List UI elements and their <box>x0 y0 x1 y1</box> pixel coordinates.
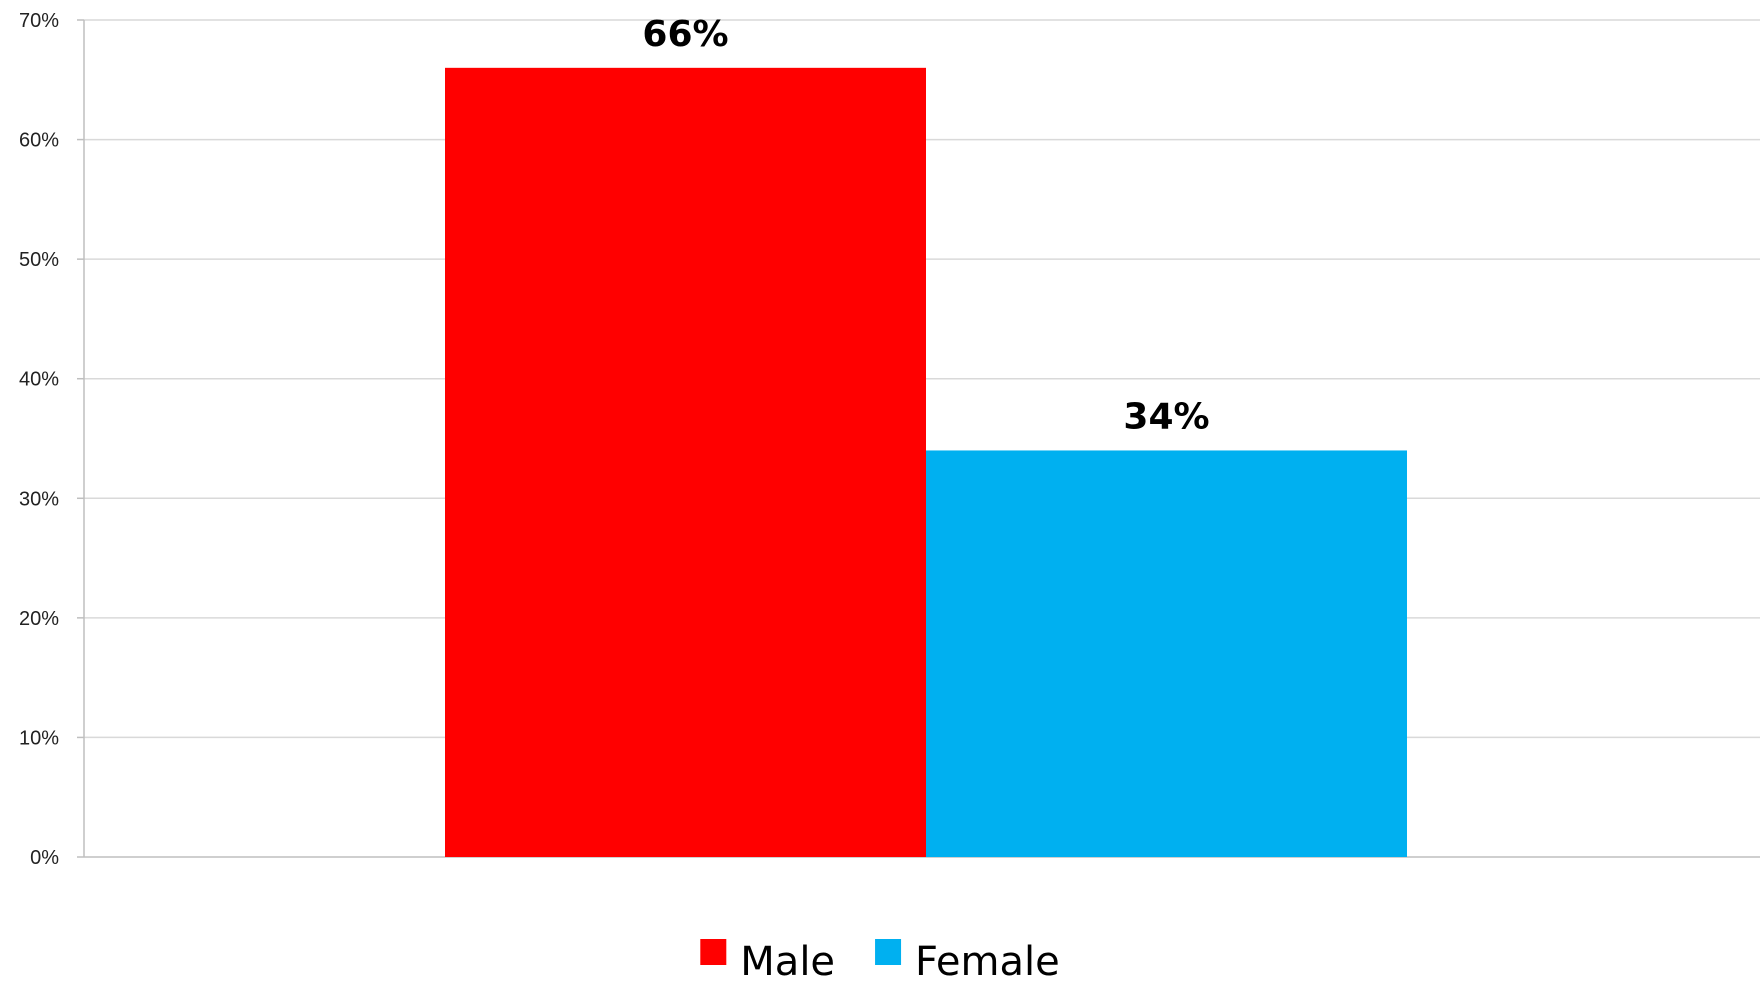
y-tick-label: 60% <box>19 130 59 152</box>
legend: Male Female <box>700 939 1060 985</box>
legend-label-female: Female <box>915 939 1060 985</box>
y-tick-label: 20% <box>19 608 59 630</box>
y-tick-label: 10% <box>19 727 59 749</box>
data-label-female: 34% <box>1123 396 1209 437</box>
y-tick-label: 50% <box>19 249 59 271</box>
y-tick-label: 0% <box>30 847 59 869</box>
bars <box>445 67 1407 858</box>
y-tick-label: 30% <box>19 488 59 510</box>
bar-female <box>926 450 1407 857</box>
y-axis-ticks: 0% 10% 20% 30% 40% 50% 60% 70% <box>19 10 84 869</box>
y-tick-label: 70% <box>19 10 59 32</box>
legend-swatch-female <box>875 939 902 965</box>
data-labels: 66% 34% <box>642 14 1209 438</box>
data-label-male: 66% <box>642 14 728 55</box>
y-tick-label: 40% <box>19 369 59 391</box>
legend-swatch-male <box>700 939 727 965</box>
legend-label-male: Male <box>740 939 835 985</box>
bar-male <box>445 67 926 858</box>
